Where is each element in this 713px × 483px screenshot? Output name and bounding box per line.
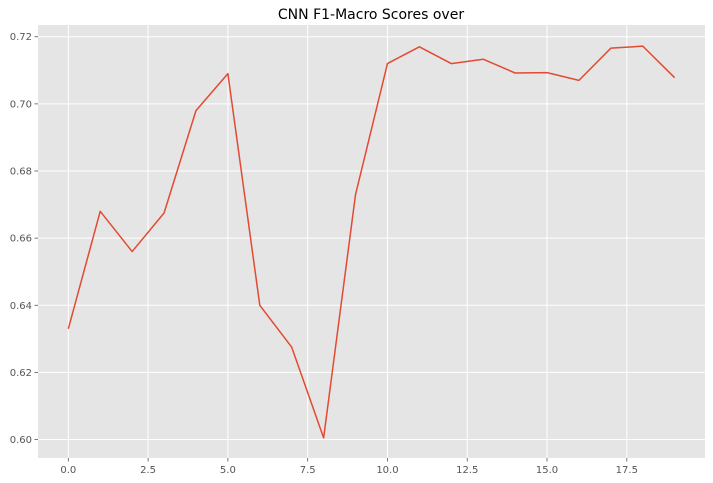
x-tick-label: 5.0 — [220, 465, 236, 476]
x-axis: 0.0 2.5 5.0 7.5 10.0 12.5 15.0 17.5 — [60, 458, 638, 476]
plot-area — [38, 25, 705, 458]
y-tick-label: 0.70 — [10, 99, 32, 110]
y-tick-label: 0.60 — [10, 435, 32, 446]
y-tick-label: 0.72 — [10, 32, 32, 43]
grid-lines — [38, 25, 705, 458]
y-tick-label: 0.68 — [10, 167, 32, 178]
series-layer — [67, 45, 676, 439]
x-tick-label: 0.0 — [60, 465, 76, 476]
y-tick-label: 0.62 — [10, 368, 32, 379]
x-tick-label: 17.5 — [616, 465, 638, 476]
x-tick-label: 15.0 — [536, 465, 558, 476]
x-tick-label: 12.5 — [456, 465, 478, 476]
y-tick-label: 0.64 — [10, 301, 32, 312]
y-tick-label: 0.66 — [10, 234, 32, 245]
y-axis: 0.60 0.62 0.64 0.66 0.68 0.70 0.72 — [10, 32, 38, 446]
x-tick-label: 10.0 — [376, 465, 398, 476]
series-line — [67, 45, 676, 439]
x-tick-label: 7.5 — [300, 465, 316, 476]
x-tick-label: 2.5 — [140, 465, 156, 476]
chart-title: CNN F1-Macro Scores over — [278, 7, 464, 23]
